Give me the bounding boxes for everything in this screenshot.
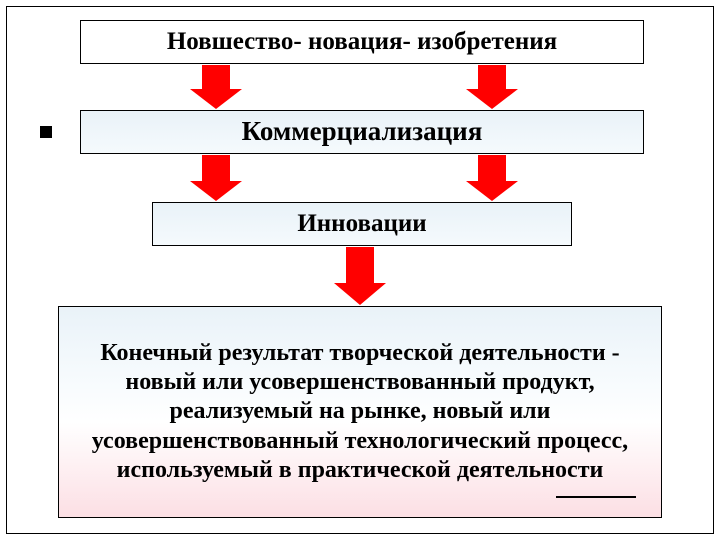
box-novelty: Новшество- новация- изобретения [80,20,644,64]
arrow-down-icon [190,65,242,109]
arrow-down-icon [466,65,518,109]
decorative-line [556,496,636,498]
box-innovations: Инновации [152,202,572,246]
box-result: Конечный результат творческой деятельнос… [58,306,662,518]
arrow-down-icon [466,155,518,201]
box-commercialization-text: Коммерциализация [242,116,483,147]
box-commercialization: Коммерциализация [80,110,644,154]
box-innovations-text: Инновации [297,210,426,239]
box-result-text: Конечный результат творческой деятельнос… [77,339,643,485]
arrow-down-icon [334,247,386,305]
box-novelty-text: Новшество- новация- изобретения [167,28,557,57]
arrow-down-icon [190,155,242,201]
list-bullet [40,126,52,138]
